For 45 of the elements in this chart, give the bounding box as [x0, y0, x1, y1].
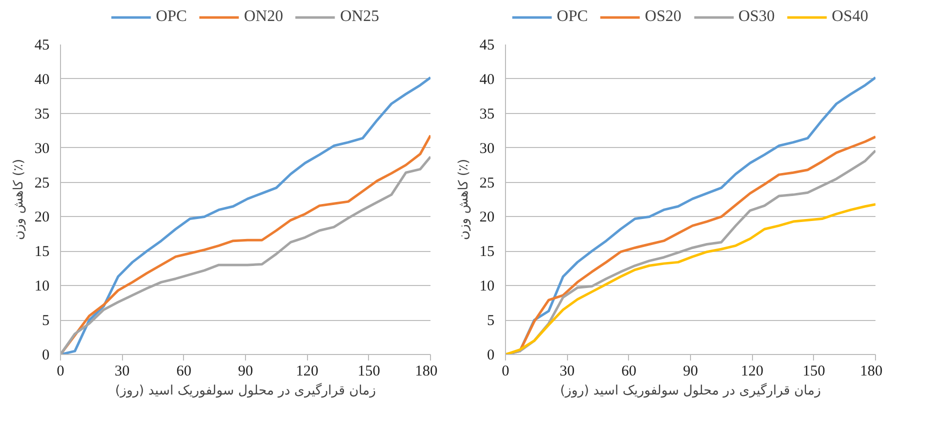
- y-tick-label: 15: [480, 244, 494, 260]
- y-axis-title: کاهش وزن (٪): [456, 158, 472, 240]
- legend-label: OS40: [832, 8, 868, 26]
- y-tick-label: 40: [34, 72, 50, 88]
- y-tick-label: 30: [480, 140, 494, 157]
- x-tick-label: 90: [683, 364, 698, 380]
- y-tick-label: 45: [34, 38, 50, 54]
- y-tick-label: 30: [34, 140, 50, 157]
- y-tick-label: 45: [480, 38, 494, 54]
- x-tick-label: 150: [358, 364, 380, 380]
- y-tick-label: 35: [34, 106, 50, 122]
- y-tick-label: 20: [34, 210, 50, 226]
- y-tick-label: 0: [487, 348, 494, 364]
- x-tick-label: 60: [621, 364, 636, 380]
- y-tick-label: 35: [480, 106, 494, 122]
- y-axis-title: کاهش وزن (٪): [12, 158, 26, 240]
- x-tick-label: 30: [560, 364, 575, 380]
- x-tick-label: 180: [415, 364, 438, 380]
- x-tick-label: 120: [296, 364, 318, 380]
- x-tick-label: 180: [860, 364, 882, 380]
- legend-label: OS30: [738, 8, 775, 26]
- x-tick-label: 90: [238, 364, 253, 380]
- x-tick-label: 120: [740, 364, 764, 380]
- x-tick-label: 0: [56, 364, 64, 380]
- x-tick-label: 30: [114, 364, 130, 380]
- y-tick-label: 0: [42, 348, 50, 364]
- x-axis-title: زمان قرارگیری در محلول سولفوریک اسید (روز): [115, 382, 376, 398]
- y-tick-label: 20: [480, 210, 494, 226]
- legend-label: ON20: [244, 8, 284, 26]
- legend-label: OPC: [556, 8, 588, 26]
- y-tick-label: 10: [480, 278, 494, 295]
- y-tick-label: 5: [42, 313, 50, 330]
- x-tick-label: 0: [502, 364, 510, 380]
- y-tick-label: 25: [480, 175, 494, 192]
- y-tick-label: 15: [34, 244, 50, 260]
- x-axis-title: زمان قرارگیری در محلول سولفوریک اسید (روز): [560, 382, 821, 398]
- y-tick-label: 10: [34, 278, 50, 295]
- y-tick-label: 5: [487, 313, 494, 330]
- legend-label: OPC: [156, 8, 187, 26]
- y-tick-label: 40: [480, 72, 494, 88]
- legend-label: ON25: [340, 8, 380, 26]
- y-tick-label: 25: [34, 175, 50, 192]
- x-tick-label: 60: [176, 364, 192, 380]
- legend-label: OS20: [644, 8, 682, 26]
- x-tick-label: 150: [802, 364, 826, 380]
